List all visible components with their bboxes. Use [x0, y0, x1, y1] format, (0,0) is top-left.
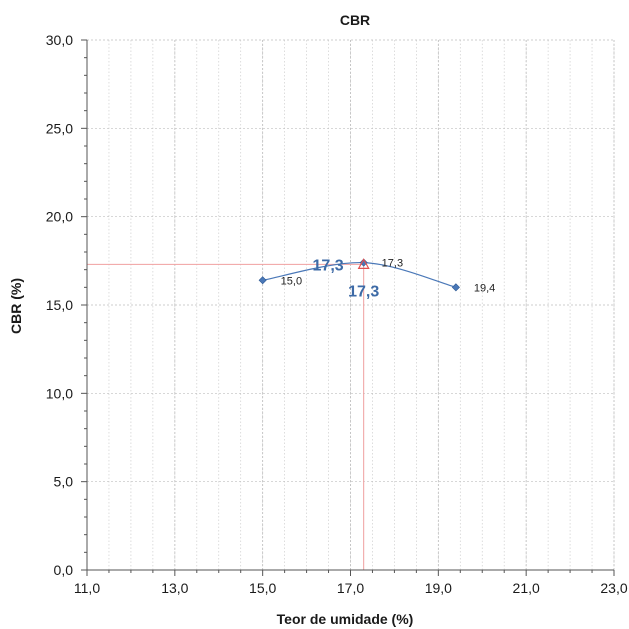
y-tick-label: 30,0	[46, 32, 73, 48]
y-tick-label: 15,0	[46, 297, 73, 313]
optimum-x-annotation: 17,3	[348, 283, 379, 300]
x-tick-label: 15,0	[249, 580, 276, 596]
series-layer	[258, 258, 460, 292]
x-tick-labels: 11,0 13,0 15,0 17,0 19,0 21,0 23,0	[74, 580, 628, 596]
optimum-triangle-marker	[357, 258, 370, 269]
data-point-marker	[359, 258, 368, 267]
x-tick-label: 23,0	[600, 580, 627, 596]
point-labels: 15,017,319,417,317,3	[281, 257, 496, 300]
optimum-y-annotation: 17,3	[313, 257, 344, 274]
x-tick-label: 19,0	[425, 580, 452, 596]
optimum-guide-lines	[87, 263, 365, 570]
chart-title: CBR	[340, 12, 370, 28]
y-tick-label: 5,0	[54, 474, 74, 490]
x-tick-label: 13,0	[161, 580, 188, 596]
x-tick-label: 17,0	[337, 580, 364, 596]
data-point-label: 19,4	[474, 282, 495, 294]
x-axis-label: Teor de umidade (%)	[277, 611, 414, 627]
data-point-marker	[451, 283, 460, 292]
axes	[81, 39, 615, 576]
y-axis-label: CBR (%)	[8, 278, 24, 334]
data-point-label: 15,0	[281, 275, 302, 287]
y-tick-label: 10,0	[46, 385, 73, 401]
x-tick-label: 21,0	[513, 580, 540, 596]
data-point-label: 17,3	[382, 258, 403, 270]
data-point-marker	[258, 276, 267, 285]
y-tick-label: 25,0	[46, 120, 73, 136]
y-tick-label: 0,0	[54, 562, 74, 578]
y-tick-label: 20,0	[46, 209, 73, 225]
x-tick-label: 11,0	[74, 580, 100, 596]
y-tick-labels: 0,0 5,0 10,0 15,0 20,0 25,0 30,0	[46, 32, 73, 578]
